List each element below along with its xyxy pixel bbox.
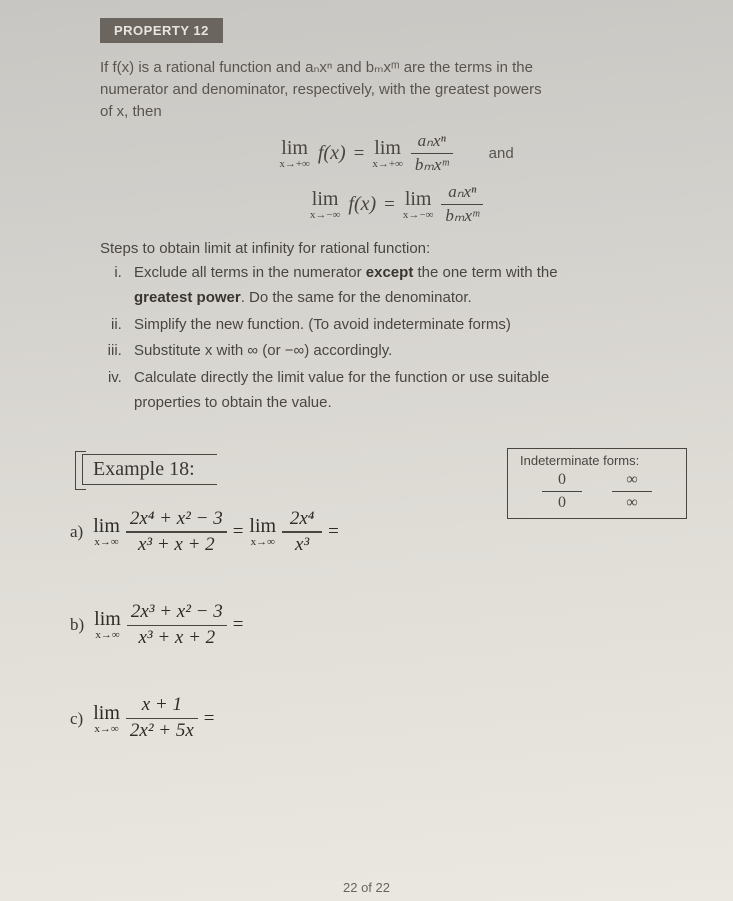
lim-symbol: lim: [405, 189, 432, 209]
frac-den: bₘxᵐ: [411, 156, 453, 175]
equals-sign: =: [354, 143, 365, 165]
problem-b-label: b): [70, 615, 84, 635]
intro-line3: of x, then: [100, 103, 162, 120]
problem-b-num: 2x³ + x² − 3: [127, 602, 227, 623]
and-word: and: [489, 145, 514, 162]
indet-title: Indeterminate forms:: [520, 453, 674, 468]
equals-sign: =: [204, 708, 215, 730]
page-footer: 22 of 22: [343, 880, 390, 895]
lim-subscript: x→∞: [251, 537, 275, 548]
step-2: Simplify the new function. (To avoid ind…: [126, 313, 693, 338]
intro-line1: If f(x) is a rational function and aₙxⁿ …: [100, 59, 533, 76]
lim-subscript: x→−∞: [310, 210, 341, 221]
problem-a-reduced-num: 2x⁴: [286, 509, 319, 530]
frac-num: aₙxⁿ: [414, 132, 450, 151]
lim-subscript: x→−∞: [403, 210, 434, 221]
step-3: Substitute x with ∞ (or −∞) accordingly.: [126, 339, 693, 364]
problem-c-label: c): [70, 709, 83, 729]
fx-text: f(x): [318, 142, 346, 165]
indet-inf-den: ∞: [622, 494, 641, 512]
step-1b: except: [366, 264, 414, 281]
equals-sign: =: [233, 521, 244, 543]
lim-symbol: lim: [312, 189, 339, 209]
step-1: Exclude all terms in the numerator excep…: [126, 261, 693, 311]
lim-subscript: x→∞: [95, 630, 119, 641]
indeterminate-forms-box: Indeterminate forms: 0 0 ∞ ∞: [507, 448, 687, 519]
steps-list: Exclude all terms in the numerator excep…: [100, 261, 693, 416]
step-4a: Calculate directly the limit value for t…: [134, 369, 549, 386]
indet-zero-den: 0: [554, 494, 570, 512]
problem-a-label: a): [70, 522, 83, 542]
lim-symbol: lim: [93, 703, 120, 723]
frac-num: aₙxⁿ: [444, 183, 480, 202]
intro-text: If f(x) is a rational function and aₙxⁿ …: [100, 57, 693, 122]
equals-sign: =: [328, 521, 339, 543]
lim-subscript: x→∞: [94, 537, 118, 548]
problem-c-num: x + 1: [138, 695, 186, 716]
lim-symbol: lim: [374, 138, 401, 158]
step-1d: greatest power: [134, 289, 241, 306]
step-1a: Exclude all terms in the numerator: [134, 264, 366, 281]
problem-b: b) lim x→∞ 2x³ + x² − 3 x³ + x + 2 =: [70, 602, 693, 649]
step-1e: . Do the same for the denominator.: [241, 289, 472, 306]
lim-symbol: lim: [93, 516, 120, 536]
problem-a-num: 2x⁴ + x² − 3: [126, 509, 227, 530]
lim-symbol: lim: [249, 516, 276, 536]
problem-c-den: 2x² + 5x: [126, 721, 198, 742]
step-4b: properties to obtain the value.: [134, 394, 332, 411]
indet-inf-num: ∞: [622, 471, 641, 489]
equals-sign: =: [384, 194, 395, 216]
problem-c: c) lim x→∞ x + 1 2x² + 5x =: [70, 695, 693, 742]
frac-den: bₘxᵐ: [441, 207, 483, 226]
problem-a-reduced-den: x³: [291, 535, 313, 556]
limit-formula-neg-inf: lim x→−∞ f(x) = lim x→−∞ aₙxⁿ bₘxᵐ: [100, 183, 693, 226]
lim-subscript: x→+∞: [279, 159, 310, 170]
lim-subscript: x→∞: [94, 724, 118, 735]
indet-zero-num: 0: [554, 471, 570, 489]
intro-line2: numerator and denominator, respectively,…: [100, 81, 542, 98]
limit-formula-pos-inf: lim x→+∞ f(x) = lim x→+∞ aₙxⁿ bₘxᵐ and: [100, 132, 693, 175]
step-4: Calculate directly the limit value for t…: [126, 366, 693, 416]
example-label: Example 18:: [82, 454, 217, 485]
lim-symbol: lim: [281, 138, 308, 158]
equals-sign: =: [233, 614, 244, 636]
property-label: PROPERTY 12: [100, 18, 223, 43]
fx-text: f(x): [348, 193, 376, 216]
steps-heading: Steps to obtain limit at infinity for ra…: [100, 240, 693, 257]
step-1c: the one term with the: [413, 264, 557, 281]
lim-symbol: lim: [94, 609, 121, 629]
problem-a-den: x³ + x + 2: [134, 535, 219, 556]
problem-b-den: x³ + x + 2: [134, 628, 219, 649]
lim-subscript: x→+∞: [372, 159, 403, 170]
